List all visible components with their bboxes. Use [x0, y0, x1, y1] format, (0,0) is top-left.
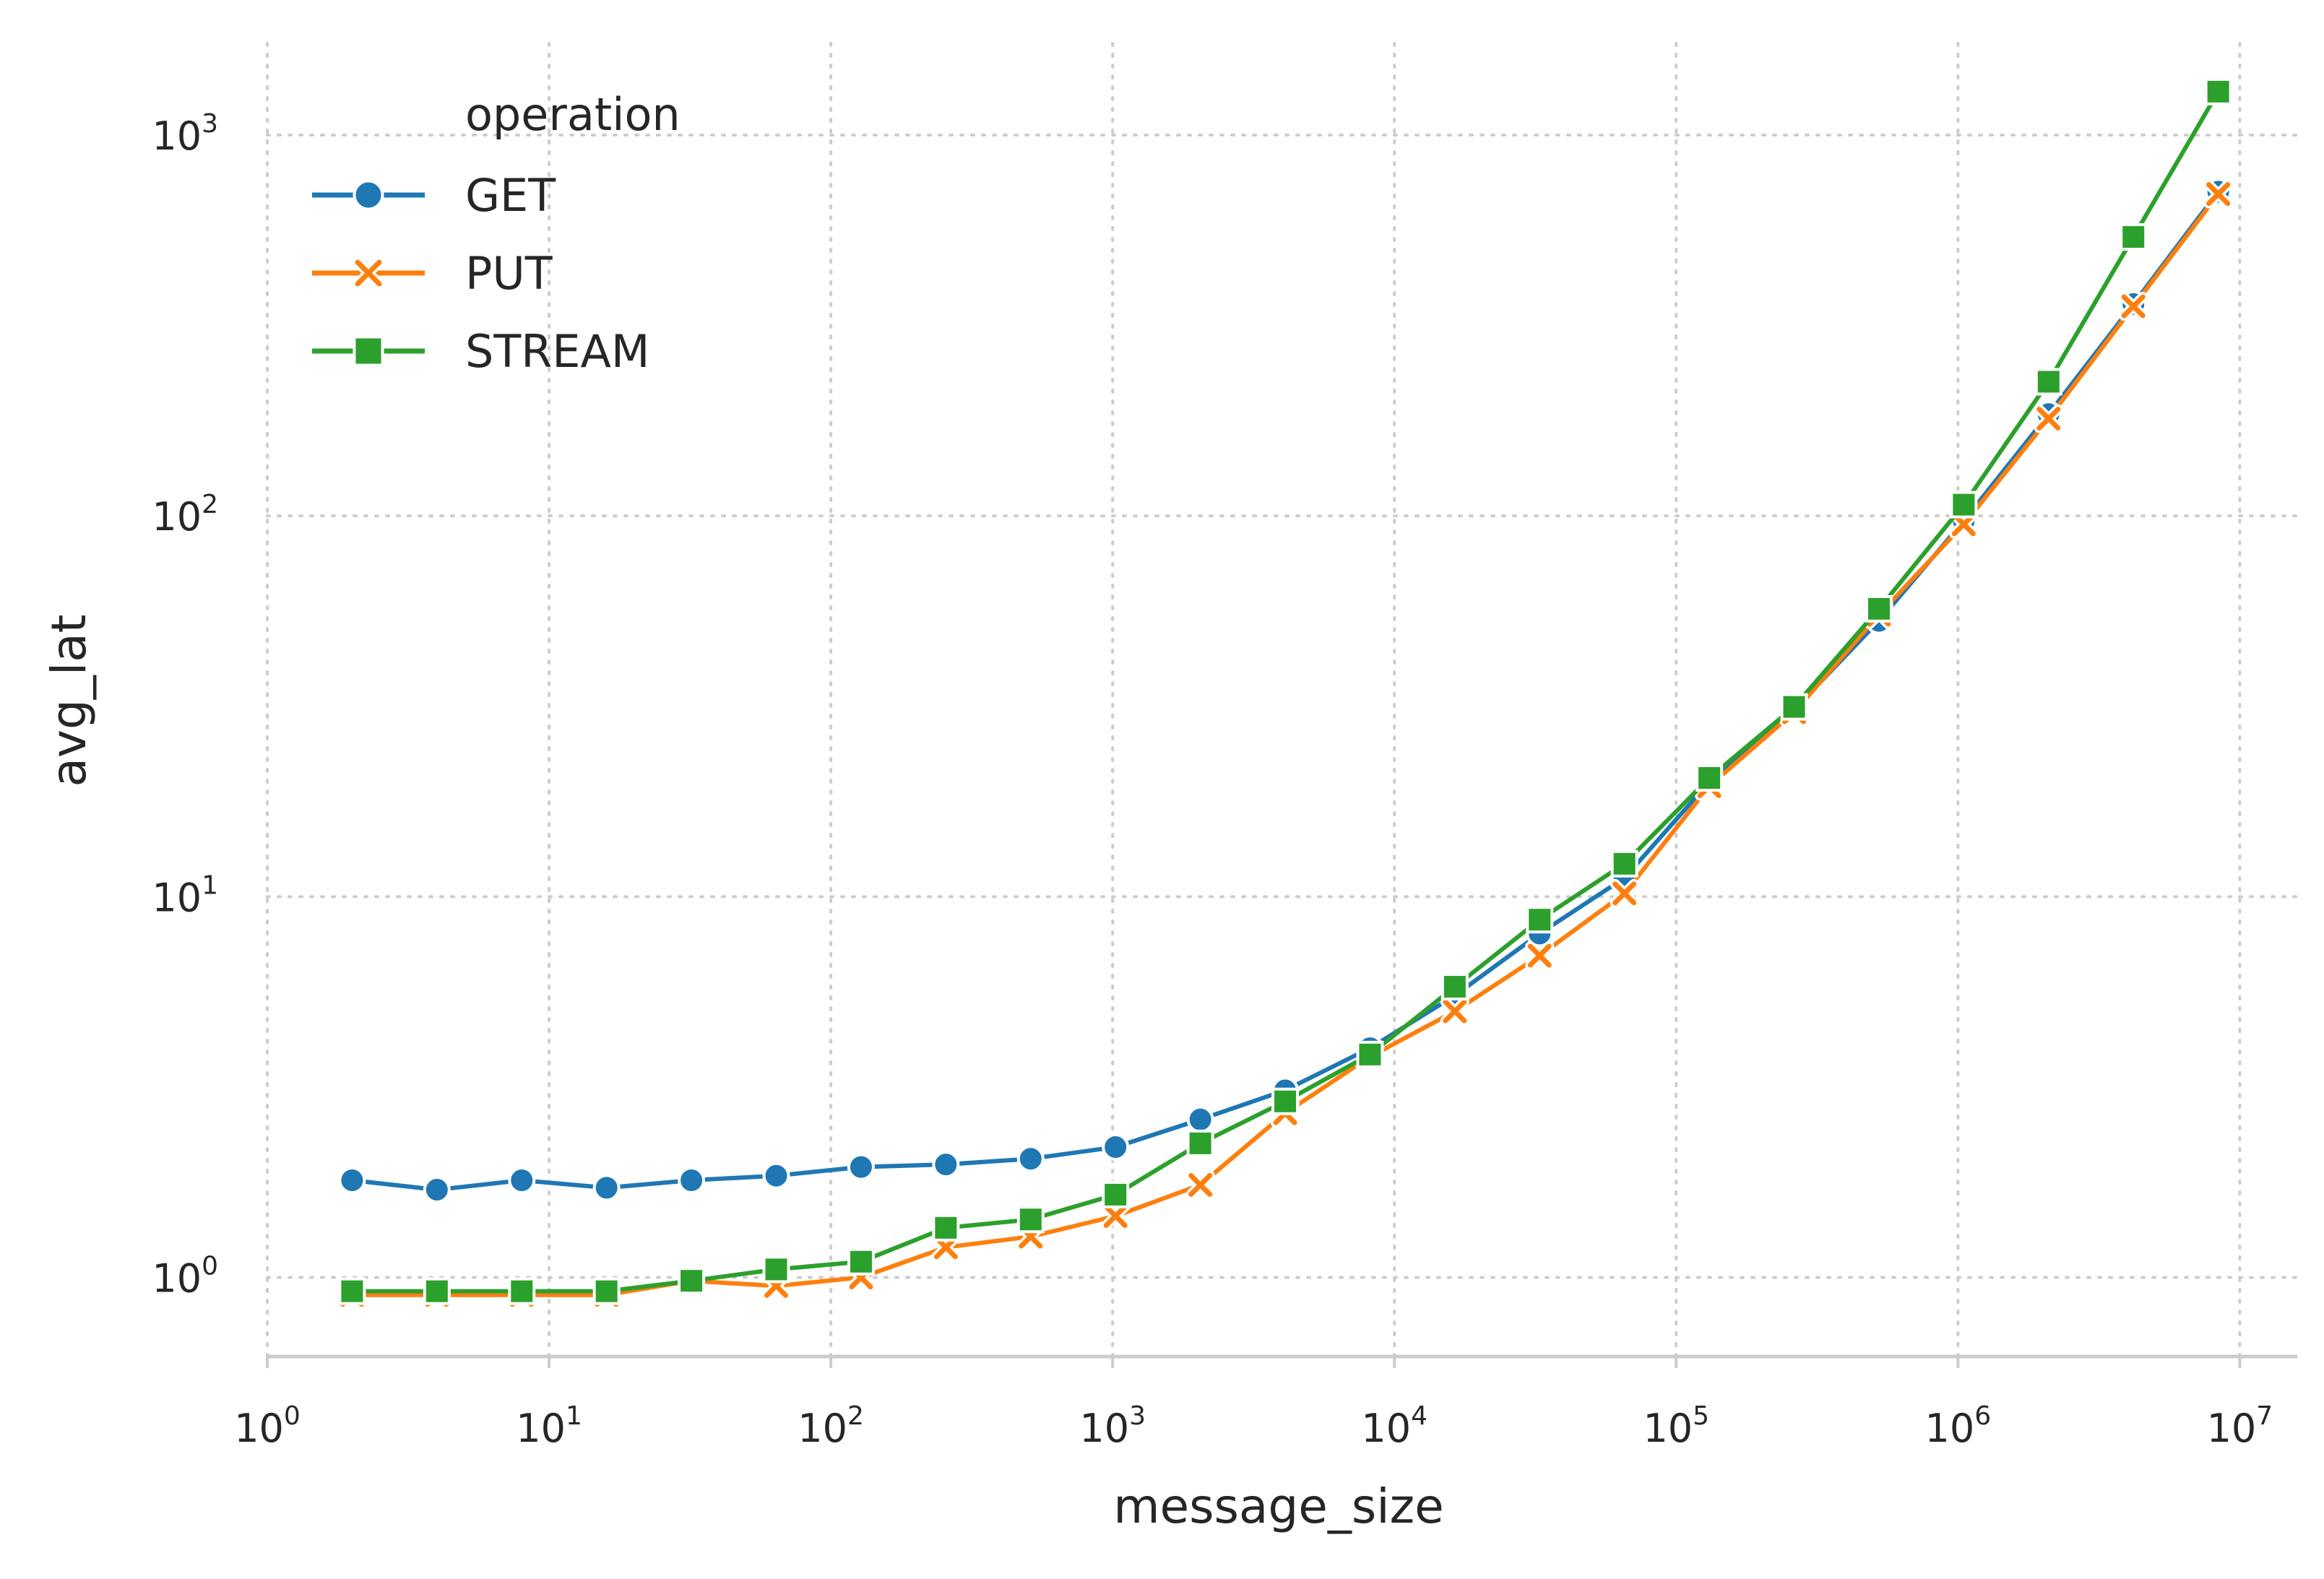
data-point-stream — [338, 1277, 366, 1305]
data-point-put — [2034, 404, 2063, 433]
data-point-stream — [1356, 1040, 1384, 1068]
x-tick-label: 100 — [234, 1401, 301, 1451]
data-point-get — [338, 1166, 366, 1194]
legend-marker-get — [353, 179, 384, 211]
legend-item-put: PUT — [312, 247, 553, 300]
data-point-put — [1610, 878, 1639, 908]
data-point-stream — [678, 1267, 706, 1295]
data-point-stream — [2204, 77, 2232, 105]
legend-label-get: GET — [465, 169, 556, 222]
data-point-get — [592, 1174, 621, 1202]
data-point-get — [762, 1161, 790, 1190]
data-point-put — [2119, 292, 2148, 321]
data-point-stream — [592, 1277, 621, 1305]
y-tick-label: 100 — [152, 1252, 218, 1302]
data-point-get — [508, 1166, 536, 1194]
data-point-stream — [2034, 368, 2062, 396]
x-axis-title: message_size — [1113, 1479, 1444, 1534]
data-point-stream — [2120, 223, 2148, 251]
data-point-get — [847, 1153, 875, 1181]
data-point-stream — [508, 1277, 536, 1305]
x-tick-label: 107 — [2207, 1401, 2273, 1451]
legend-marker-stream — [353, 335, 384, 367]
data-point-stream — [1440, 973, 1469, 1001]
x-tick-label: 103 — [1079, 1401, 1146, 1451]
data-point-put — [1440, 997, 1469, 1026]
series-stream — [338, 77, 2232, 1305]
data-point-stream — [1102, 1180, 1130, 1208]
legend-item-get: GET — [312, 169, 556, 222]
data-point-stream — [1696, 763, 1724, 792]
data-point-get — [932, 1151, 960, 1179]
data-point-stream — [1186, 1129, 1214, 1157]
y-tick-label: 103 — [152, 109, 218, 159]
y-axis-ticks: 100 101 102 103 — [152, 109, 218, 1302]
legend-marker-put — [353, 257, 384, 289]
x-axis-ticks: 100 101 102 103 104 105 106 107 — [234, 1357, 2273, 1451]
data-point-get — [423, 1176, 451, 1204]
data-point-stream — [1526, 906, 1554, 934]
data-point-get — [1016, 1145, 1045, 1173]
data-point-stream — [1610, 849, 1638, 878]
legend-label-put: PUT — [465, 247, 553, 300]
data-point-put — [1185, 1170, 1215, 1200]
data-point-stream — [847, 1247, 875, 1276]
data-point-get — [678, 1166, 706, 1194]
x-tick-label: 105 — [1643, 1401, 1709, 1451]
y-tick-label: 102 — [152, 490, 218, 540]
x-tick-label: 102 — [798, 1401, 864, 1451]
data-point-stream — [762, 1255, 790, 1284]
grid-lines — [266, 42, 2299, 1358]
legend-item-stream: STREAM — [312, 325, 649, 378]
data-point-stream — [1016, 1206, 1045, 1234]
x-tick-label: 106 — [1925, 1401, 1992, 1451]
data-point-put — [2203, 179, 2233, 209]
data-point-stream — [1780, 693, 1808, 721]
data-point-put — [1101, 1201, 1131, 1231]
y-tick-label: 101 — [152, 870, 218, 920]
x-tick-label: 104 — [1361, 1401, 1427, 1451]
data-point-stream — [1950, 490, 1978, 519]
legend-title: operation — [465, 88, 681, 141]
legend: operation GET PUT STREAM — [312, 88, 681, 378]
data-point-stream — [932, 1214, 960, 1242]
data-point-put — [1525, 941, 1555, 971]
data-point-stream — [423, 1277, 451, 1305]
x-tick-label: 101 — [516, 1401, 582, 1451]
data-point-stream — [1271, 1087, 1300, 1115]
legend-label-stream: STREAM — [465, 325, 649, 378]
data-point-get — [1186, 1105, 1214, 1133]
data-point-get — [1102, 1133, 1130, 1161]
series-layer — [337, 77, 2233, 1310]
data-point-stream — [1865, 594, 1893, 623]
y-axis-title: avg_lat — [41, 614, 97, 787]
